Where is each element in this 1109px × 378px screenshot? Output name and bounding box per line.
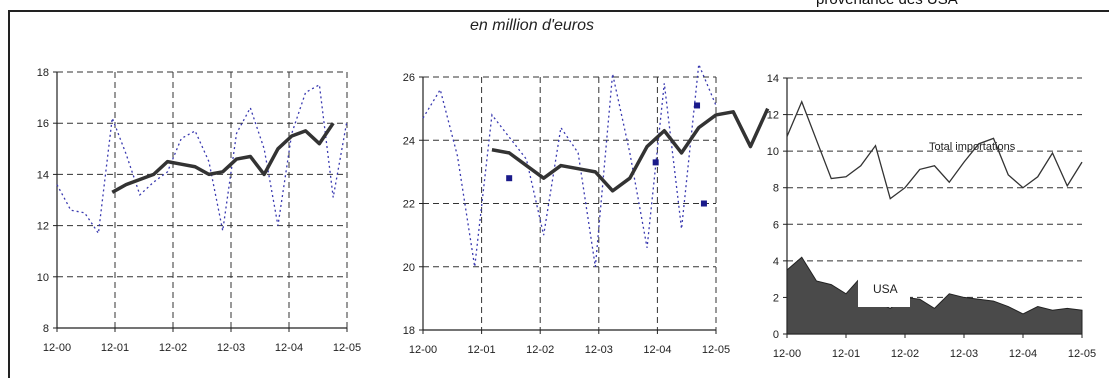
x-tick-label: 12-02 (526, 344, 554, 356)
series-line-total (786, 100, 1083, 200)
y-tick-label: 2 (773, 292, 779, 304)
chart-2: 18 20 22 24 26 12-00 12-01 12-02 12-03 12-04 12-05 (403, 64, 770, 356)
series-line-trend (491, 107, 770, 193)
y-tick-label: 16 (37, 118, 49, 130)
y-tick-label: 24 (403, 135, 415, 147)
figure-frame (8, 10, 1109, 378)
y-tick-label: 0 (773, 329, 779, 341)
y-tick-label: 26 (403, 72, 415, 84)
series-label-total: Total importations (929, 141, 1016, 153)
y-tick-label: 14 (37, 169, 49, 181)
x-tick-label: 12-03 (950, 348, 978, 360)
series-line-dotted (56, 83, 348, 236)
x-tick-label: 12-00 (773, 348, 801, 360)
series-label-usa-box (858, 271, 910, 307)
x-tick-label: 12-05 (702, 344, 730, 356)
data-marker (652, 159, 659, 166)
x-tick-label: 12-05 (333, 342, 361, 354)
series-label-usa: USA (873, 282, 898, 296)
x-tick-label: 12-01 (468, 344, 496, 356)
data-marker (506, 175, 513, 182)
y-tick-label: 18 (403, 325, 415, 337)
y-tick-label: 8 (773, 183, 779, 195)
y-tick-label: 8 (43, 323, 49, 335)
y-tick-label: 10 (37, 272, 49, 284)
x-tick-label: 12-02 (159, 342, 187, 354)
x-tick-label: 12-03 (585, 344, 613, 356)
series-area-usa (786, 256, 1083, 335)
y-tick-label: 14 (767, 73, 779, 85)
x-tick-label: 12-02 (891, 348, 919, 360)
y-tick-label: 6 (773, 219, 779, 231)
x-tick-label: 12-00 (43, 342, 71, 354)
x-tick-label: 12-03 (217, 342, 245, 354)
x-tick-label: 12-05 (1068, 348, 1096, 360)
x-tick-label: 12-04 (643, 344, 671, 356)
x-tick-label: 12-04 (1009, 348, 1037, 360)
y-tick-label: 12 (37, 221, 49, 233)
y-tick-label: 10 (767, 146, 779, 158)
x-tick-label: 12-00 (409, 344, 437, 356)
y-tick-label: 12 (767, 110, 779, 122)
chart-1: 8 10 12 14 16 18 12-00 12-01 12-02 12-03 12-04 12-0… (37, 67, 361, 354)
data-marker (694, 102, 701, 109)
chart-3: 0 2 4 6 8 10 12 14 12-00 12-01 12-02 12-03 12-04 12-0… (767, 73, 1096, 360)
y-tick-label: 18 (37, 67, 49, 79)
x-tick-label: 12-01 (101, 342, 129, 354)
y-tick-label: 4 (773, 256, 779, 268)
x-tick-label: 12-04 (275, 342, 303, 354)
series-line-trend (111, 122, 335, 194)
series-line-dotted (422, 64, 717, 267)
figure-subtitle: en million d'euros (470, 17, 595, 34)
data-marker (700, 200, 707, 207)
x-tick-label: 12-01 (832, 348, 860, 360)
y-tick-label: 20 (403, 262, 415, 274)
figure-top-title: provenance des USA (816, 0, 958, 8)
y-tick-label: 22 (403, 199, 415, 211)
